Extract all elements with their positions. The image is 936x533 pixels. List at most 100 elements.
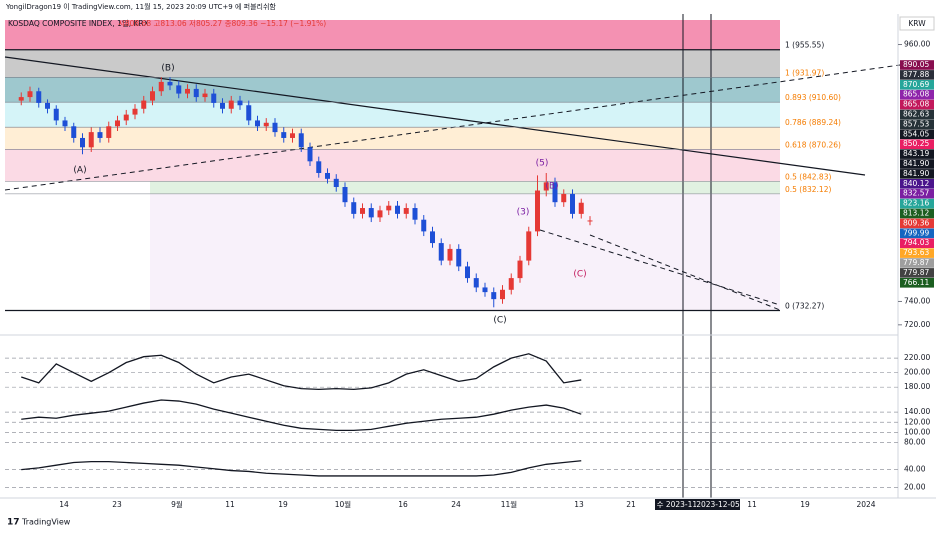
trend-line	[4, 64, 901, 191]
candle-body	[412, 208, 418, 220]
candle-body	[307, 147, 313, 162]
price-label-box	[900, 169, 934, 179]
candle-body	[386, 205, 392, 211]
marked-date: 2023-12-05	[696, 500, 740, 509]
candle-body	[158, 81, 164, 92]
wave-label: (C)	[493, 316, 506, 326]
candle-body	[360, 208, 365, 214]
candle-body	[272, 122, 278, 133]
candle-body	[491, 292, 497, 300]
price-label-box	[900, 218, 934, 229]
price-label-box	[900, 119, 934, 130]
candle-body	[202, 93, 208, 98]
price-label: 779.87	[903, 258, 929, 267]
candle-body	[123, 114, 129, 121]
osc-tick-label: 120.00	[904, 417, 930, 426]
candle-body	[543, 182, 549, 191]
osc-line	[21, 399, 582, 431]
fib-label: 0.5 (842.83)	[785, 172, 831, 181]
x-tick-label: 19	[800, 500, 810, 509]
y-tick-label: 720.00	[904, 320, 930, 329]
x-tick-label: 11월	[501, 499, 518, 509]
candle-body	[62, 120, 68, 127]
price-label-box	[900, 238, 934, 248]
price-label-box	[900, 80, 934, 90]
x-tick-label: 11	[225, 500, 235, 509]
fib-zone	[5, 149, 780, 182]
fib-label: 0.786 (889.24)	[785, 118, 841, 127]
price-label: 779.87	[903, 268, 929, 277]
candle-body	[150, 91, 155, 101]
price-label-box	[900, 188, 934, 199]
price-label-box	[900, 109, 934, 120]
candle-body	[351, 202, 357, 214]
x-tick-label: 14	[59, 500, 69, 509]
price-label: 840.12	[903, 179, 929, 188]
candle-body	[465, 266, 470, 279]
price-label-box	[900, 268, 934, 278]
candle-body	[211, 93, 217, 103]
price-label: 857.53	[903, 119, 929, 128]
candle-body	[97, 132, 103, 138]
candle-body	[176, 85, 182, 94]
fib-label: 1 (931.97)	[785, 68, 824, 77]
osc-tick-label: 40.00	[904, 465, 926, 474]
wave-label: (3)	[517, 208, 530, 218]
fib-zones	[5, 20, 780, 311]
price-label-box	[900, 99, 934, 110]
price-label-box	[900, 139, 934, 149]
wave-label: (B)	[161, 64, 174, 74]
candle-body	[298, 133, 304, 148]
candle-body	[377, 210, 383, 218]
candle-body	[167, 81, 173, 86]
x-tick-label: 23	[112, 500, 122, 509]
price-label-box	[900, 228, 934, 239]
candle-body	[456, 248, 462, 267]
candle-body	[333, 178, 339, 188]
price-label: 865.08	[903, 90, 929, 99]
x-tick-label: 21	[626, 500, 636, 509]
candle-body	[535, 190, 540, 232]
brand: TradingView	[21, 518, 71, 527]
candle-body	[45, 102, 50, 109]
price-label: 850.25	[903, 139, 929, 148]
price-label-box	[900, 89, 934, 100]
candle-body	[71, 126, 77, 138]
wave-label: (B)	[545, 182, 558, 192]
wave-label: (A)	[73, 166, 86, 176]
x-tick-label: 24	[451, 500, 461, 509]
currency-box	[899, 16, 935, 31]
candle-body	[570, 194, 575, 214]
price-label-box	[900, 248, 934, 258]
symbol: KOSDAQ COMPOSITE INDEX, 1일, KRX	[8, 19, 149, 28]
candle-body	[316, 161, 322, 173]
price-label: 877.88	[903, 70, 929, 79]
fib-label: 1 (955.55)	[785, 41, 824, 50]
x-tick-label: 9월	[171, 499, 183, 509]
price-label-box	[900, 159, 934, 169]
fib-zone	[5, 20, 780, 50]
candle-body	[281, 132, 287, 138]
candle-body	[430, 231, 435, 244]
candle-body	[552, 182, 558, 203]
candle-body	[447, 248, 453, 261]
marked-date: 수 2023-11-29	[657, 500, 710, 509]
fib-zone	[150, 193, 780, 311]
x-tick-label: 2024	[856, 500, 875, 509]
price-label: 862.63	[903, 110, 929, 119]
osc-tick-label: 20.00	[904, 483, 926, 492]
candle-body	[27, 91, 33, 98]
candle-body	[220, 102, 225, 109]
date-box	[655, 499, 711, 510]
candle-body	[36, 91, 42, 103]
candle-body	[561, 194, 567, 203]
fib-label: 0.5 (832.12)	[785, 185, 831, 194]
candle-body	[18, 97, 24, 101]
candle-body	[421, 219, 427, 232]
candle-body	[482, 287, 488, 293]
price-label-box	[900, 198, 934, 209]
candle-body	[578, 202, 584, 214]
x-tick-label: 19	[278, 500, 288, 509]
price-label: 794.03	[903, 238, 929, 247]
